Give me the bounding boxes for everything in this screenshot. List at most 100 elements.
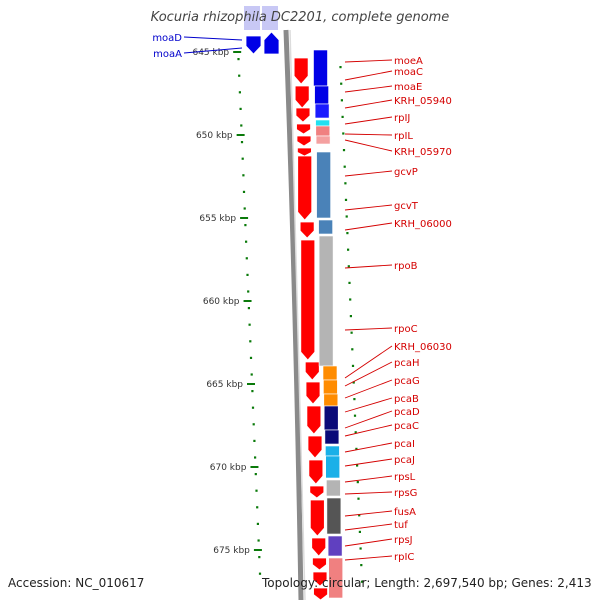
scale-ticks: 645 kbp 650 kbp 655 kbp 660 kbp 665 kbp 670 k… <box>192 48 364 583</box>
gene-label-krh_06000: KRH_06000 <box>394 219 452 230</box>
gene-arrow <box>263 31 280 55</box>
gene-label-krh_05970: KRH_05970 <box>394 147 452 158</box>
scale-dot <box>354 431 357 434</box>
gene-label-pcag: pcaG <box>394 376 420 387</box>
scale-dot <box>359 547 362 550</box>
scale-dot <box>240 141 244 144</box>
cog-segment <box>322 365 338 381</box>
cog-feature-track <box>313 49 344 599</box>
gene-label-gcvp: gcvP <box>394 167 418 178</box>
genome-backbone <box>283 29 306 600</box>
gene-arrow <box>307 435 323 459</box>
label-leader-line <box>344 222 393 231</box>
gene-label-rpsl: rpsL <box>394 472 416 483</box>
gene-arrow <box>313 587 328 600</box>
cog-segment <box>328 557 344 599</box>
scale-dot <box>349 298 352 301</box>
cog-segment <box>323 393 339 407</box>
gene-label-rpsj: rpsJ <box>394 535 413 546</box>
cog-segment <box>315 125 331 137</box>
scale-dot <box>258 572 262 575</box>
cog-segment <box>323 405 339 431</box>
gene-label-rpsg: rpsG <box>394 488 417 499</box>
scale-dot <box>249 356 253 359</box>
gene-arrow <box>245 35 262 55</box>
scale-dot <box>340 99 343 102</box>
label-leader-line <box>344 510 393 517</box>
label-leader-line <box>344 379 393 399</box>
gene-label-moaa: moaA <box>153 49 182 60</box>
scale-dot <box>244 224 247 227</box>
scale-dot <box>349 315 352 318</box>
gene-arrow <box>309 499 325 537</box>
gene-arrow <box>297 147 312 157</box>
scale-dot <box>245 240 248 243</box>
scale-dot <box>351 364 355 367</box>
gene-label-fusa: fusA <box>394 507 416 518</box>
gene-label-rpoc: rpoC <box>394 324 418 335</box>
scale-dot <box>242 190 246 193</box>
label-leader-line <box>344 70 393 81</box>
label-leader-lines <box>183 36 393 561</box>
gene-label-pcac: pcaC <box>394 421 419 432</box>
scale-dot <box>346 232 349 235</box>
kbp-label: 660 kbp <box>203 297 240 307</box>
scale-dot <box>251 390 254 393</box>
scale-dot <box>240 124 243 127</box>
scale-dot <box>351 348 354 351</box>
scale-dot <box>347 248 350 251</box>
scale-dot <box>250 373 253 376</box>
cog-segment <box>318 219 333 235</box>
backbone-arc <box>283 29 304 600</box>
label-leader-line <box>344 410 393 429</box>
scale-dot <box>360 580 364 583</box>
cog-segment <box>315 119 330 127</box>
cog-segment <box>326 497 342 535</box>
label-leader-line <box>344 424 393 437</box>
label-leader-line <box>344 538 393 547</box>
cog-segment <box>318 235 334 367</box>
gene-arrow <box>308 459 324 485</box>
gene-label-krh_05940: KRH_05940 <box>394 96 452 107</box>
gene-label-rpij: rpIJ <box>394 113 410 124</box>
scale-dot <box>357 497 360 500</box>
gene-arrow <box>306 405 322 435</box>
gene-arrow <box>297 155 313 221</box>
scale-dot <box>238 91 241 94</box>
scale-dot <box>247 290 250 293</box>
gene-arrow <box>311 537 327 557</box>
scale-dot <box>239 107 242 110</box>
gene-arrow <box>305 381 321 405</box>
scale-dot <box>352 381 355 384</box>
gene-label-rpob: rpoB <box>394 261 418 272</box>
label-leader-line <box>344 116 393 125</box>
label-leader-line <box>344 491 393 495</box>
gene-label-pcah: pcaH <box>394 358 420 369</box>
scale-dot <box>256 506 259 509</box>
kbp-label: 650 kbp <box>196 131 233 141</box>
scale-dot <box>356 481 359 484</box>
scale-dot <box>342 132 345 135</box>
gene-arrow <box>300 239 316 361</box>
gene-arrow <box>293 57 309 85</box>
cog-segment <box>314 85 329 105</box>
gene-block-faded <box>244 6 260 30</box>
scale-dot <box>251 406 255 409</box>
cog-segment <box>323 379 338 395</box>
scale-dot <box>253 439 256 442</box>
cog-segment <box>315 135 331 145</box>
kbp-label: 665 kbp <box>206 380 243 390</box>
cog-segment <box>313 49 328 87</box>
genome-summary-text: Topology: circular; Length: 2,697,540 bp… <box>262 576 592 590</box>
scale-dot <box>353 398 356 401</box>
gene-block-faded <box>262 6 278 30</box>
gene-label-pcaj: pcaJ <box>394 455 415 466</box>
gene-label-moea: moeA <box>394 56 423 67</box>
genome-title: Kocuria rhizophila DC2201, complete geno… <box>150 10 450 25</box>
label-leader-line <box>183 36 243 41</box>
kbp-label: 655 kbp <box>199 214 236 224</box>
cog-segment <box>327 535 343 557</box>
scale-dot <box>257 539 260 542</box>
label-leader-line <box>344 397 393 413</box>
